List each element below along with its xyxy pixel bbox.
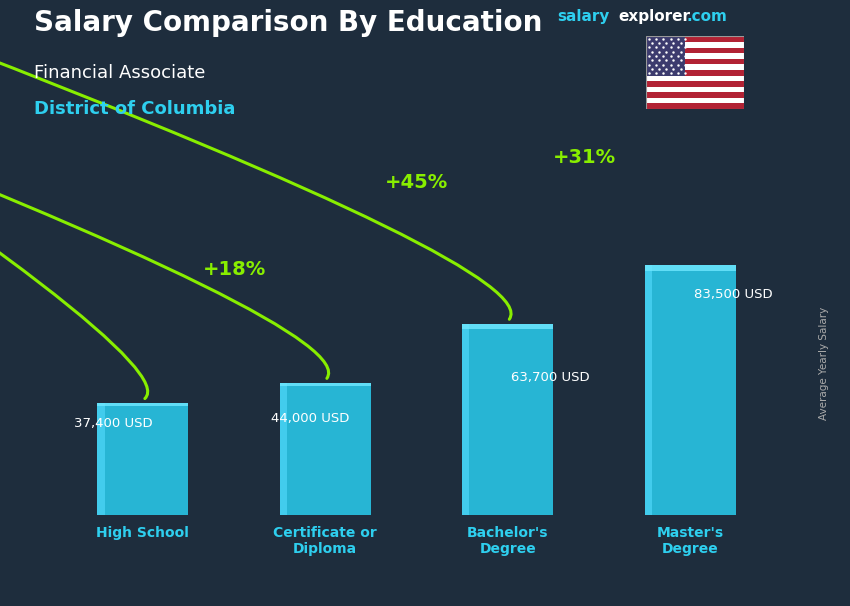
Bar — [646, 76, 744, 81]
Bar — [462, 324, 553, 515]
Bar — [646, 92, 744, 98]
Bar — [280, 383, 371, 387]
Bar — [646, 98, 744, 104]
Bar — [646, 36, 744, 42]
Bar — [462, 324, 553, 328]
Bar — [97, 403, 189, 405]
Bar — [646, 104, 744, 109]
Text: 83,500 USD: 83,500 USD — [694, 288, 773, 301]
Text: Financial Associate: Financial Associate — [34, 64, 206, 82]
Text: Salary Comparison By Education: Salary Comparison By Education — [34, 9, 542, 37]
Bar — [97, 403, 189, 515]
Bar — [646, 59, 744, 64]
Text: +45%: +45% — [385, 173, 448, 191]
Text: salary: salary — [557, 9, 609, 24]
Text: 63,700 USD: 63,700 USD — [512, 371, 590, 384]
Bar — [97, 403, 105, 515]
Text: District of Columbia: District of Columbia — [34, 100, 235, 118]
Text: +31%: +31% — [552, 148, 616, 167]
Bar — [644, 264, 652, 515]
Bar — [462, 324, 469, 515]
Text: 37,400 USD: 37,400 USD — [73, 416, 152, 430]
Bar — [644, 264, 736, 515]
Bar — [646, 81, 744, 87]
Text: explorer: explorer — [618, 9, 690, 24]
Text: +18%: +18% — [202, 260, 266, 279]
Bar — [644, 264, 736, 271]
Bar — [646, 53, 744, 59]
Bar — [280, 383, 287, 515]
Text: Average Yearly Salary: Average Yearly Salary — [819, 307, 829, 420]
Bar — [646, 87, 744, 92]
Text: .com: .com — [687, 9, 728, 24]
Bar — [280, 383, 371, 515]
Bar — [646, 36, 685, 76]
Bar — [646, 64, 744, 70]
Bar — [646, 70, 744, 76]
Bar — [646, 47, 744, 53]
Bar — [646, 42, 744, 47]
Text: 44,000 USD: 44,000 USD — [270, 412, 348, 425]
